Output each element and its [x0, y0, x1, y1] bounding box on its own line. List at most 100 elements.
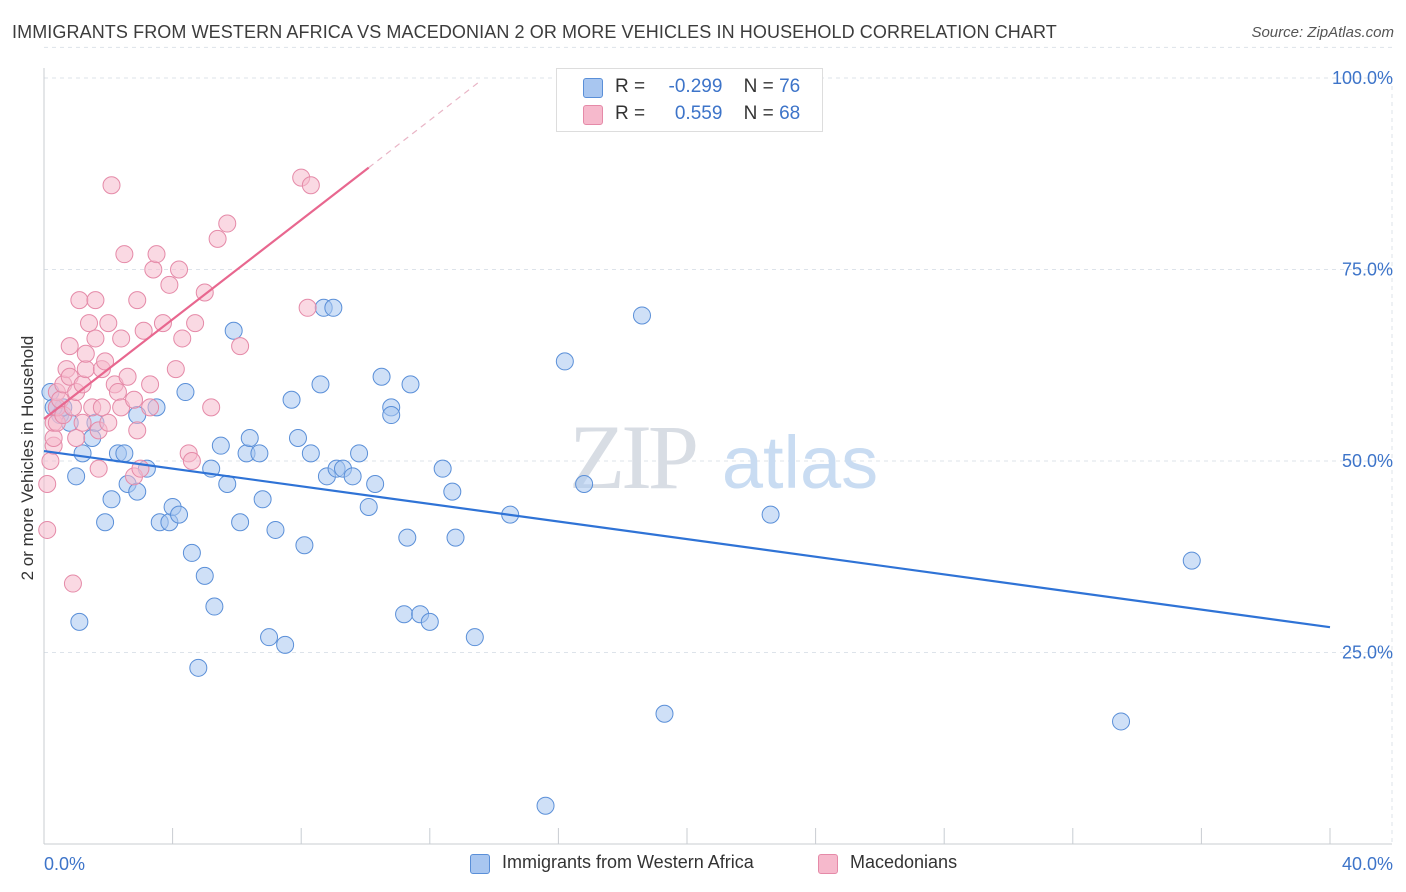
data-point-western-africa: [655, 704, 674, 723]
data-point-macedonians: [44, 429, 63, 448]
y-tick-label: 100.0%: [1332, 68, 1393, 88]
series-macedonians-points: [38, 168, 320, 593]
watermark-atlas: atlas: [722, 421, 878, 504]
data-point-macedonians: [60, 337, 79, 356]
bottom-legend-label: Immigrants from Western Africa: [502, 852, 754, 872]
data-point-macedonians: [128, 421, 147, 440]
legend-n-label: N =: [743, 76, 774, 97]
data-point-western-africa: [398, 528, 417, 547]
bottom-legend-swatch-blue: [470, 854, 490, 874]
data-point-western-africa: [176, 383, 195, 402]
data-point-macedonians: [141, 398, 160, 417]
x-tick-label: 0.0%: [44, 854, 85, 874]
data-point-macedonians: [147, 245, 166, 264]
data-point-macedonians: [160, 275, 179, 294]
data-point-western-africa: [536, 796, 555, 815]
tick-labels: 25.0% 50.0% 75.0% 100.0% 0.0% 40.0%: [44, 68, 1393, 874]
data-point-macedonians: [76, 344, 95, 363]
data-point-western-africa: [170, 505, 189, 524]
data-point-western-africa: [401, 375, 420, 394]
data-point-western-africa: [366, 474, 385, 493]
data-point-macedonians: [128, 291, 147, 310]
data-point-macedonians: [166, 360, 185, 379]
data-point-western-africa: [465, 628, 484, 647]
data-point-western-africa: [260, 628, 279, 647]
bottom-legend-swatch-pink: [818, 854, 838, 874]
data-point-macedonians: [231, 337, 250, 356]
data-point-western-africa: [128, 482, 147, 501]
legend-r-label: R =: [615, 76, 646, 97]
data-point-western-africa: [211, 436, 230, 455]
y-tick-label: 25.0%: [1342, 643, 1393, 663]
data-point-western-africa: [575, 474, 594, 493]
data-point-western-africa: [182, 543, 201, 562]
legend-n-value: 68: [779, 103, 801, 124]
data-point-western-africa: [395, 605, 414, 624]
data-point-western-africa: [761, 505, 780, 524]
data-point-western-africa: [266, 520, 285, 539]
chart-title: IMMIGRANTS FROM WESTERN AFRICA VS MACEDO…: [12, 22, 1057, 42]
data-point-western-africa: [420, 612, 439, 631]
legend-n-value: 76: [779, 76, 801, 97]
data-point-macedonians: [70, 291, 89, 310]
legend-r-label: R =: [615, 103, 646, 124]
data-point-macedonians: [102, 176, 121, 195]
trendline-macedonians: [43, 166, 370, 420]
watermark-zip: ZIP: [569, 406, 696, 508]
data-point-western-africa: [359, 497, 378, 516]
data-point-macedonians: [67, 429, 86, 448]
data-point-western-africa: [102, 490, 121, 509]
data-point-western-africa: [205, 597, 224, 616]
data-point-macedonians: [125, 390, 144, 409]
data-point-macedonians: [141, 375, 160, 394]
data-point-western-africa: [73, 444, 92, 463]
data-point-western-africa: [311, 375, 330, 394]
data-point-western-africa: [301, 444, 320, 463]
x-tick-label: 40.0%: [1342, 854, 1393, 874]
data-point-western-africa: [446, 528, 465, 547]
data-point-macedonians: [298, 298, 317, 317]
data-point-western-africa: [324, 298, 343, 317]
bottom-legend-label: Macedonians: [850, 852, 958, 872]
data-point-western-africa: [240, 429, 259, 448]
data-point-macedonians: [301, 176, 320, 195]
data-point-macedonians: [86, 291, 105, 310]
y-tick-label: 75.0%: [1342, 260, 1393, 280]
data-point-western-africa: [189, 658, 208, 677]
legend-swatch-blue: [583, 78, 603, 98]
data-point-western-africa: [1112, 712, 1131, 731]
data-point-western-africa: [224, 321, 243, 340]
data-point-macedonians: [89, 459, 108, 478]
data-point-western-africa: [250, 444, 269, 463]
correlation-legend: R = -0.299 N = 76 R = 0.559 N = 68: [556, 68, 823, 132]
data-point-western-africa: [195, 566, 214, 585]
data-point-macedonians: [182, 452, 201, 470]
data-point-macedonians: [63, 574, 82, 593]
legend-r-value: 0.559: [674, 103, 723, 124]
data-point-western-africa: [555, 352, 574, 371]
data-point-macedonians: [38, 474, 57, 493]
data-point-western-africa: [67, 467, 86, 486]
data-point-macedonians: [76, 360, 95, 379]
data-point-macedonians: [170, 260, 189, 279]
data-point-macedonians: [99, 314, 118, 333]
data-point-macedonians: [112, 329, 131, 348]
data-point-macedonians: [108, 383, 127, 402]
data-point-macedonians: [208, 229, 227, 248]
data-point-macedonians: [153, 314, 172, 333]
data-point-macedonians: [173, 329, 192, 348]
data-point-western-africa: [276, 635, 295, 654]
data-point-macedonians: [144, 260, 163, 279]
data-point-western-africa: [443, 482, 462, 501]
data-point-western-africa: [282, 390, 301, 409]
data-point-western-africa: [115, 444, 134, 463]
legend-r-value: -0.299: [668, 76, 723, 97]
data-point-macedonians: [73, 413, 92, 432]
data-point-macedonians: [99, 413, 118, 432]
data-point-macedonians: [86, 329, 105, 348]
data-point-macedonians: [80, 314, 99, 333]
data-point-western-africa: [231, 513, 250, 532]
trendlines: [43, 79, 1331, 629]
data-point-western-africa: [632, 306, 651, 325]
